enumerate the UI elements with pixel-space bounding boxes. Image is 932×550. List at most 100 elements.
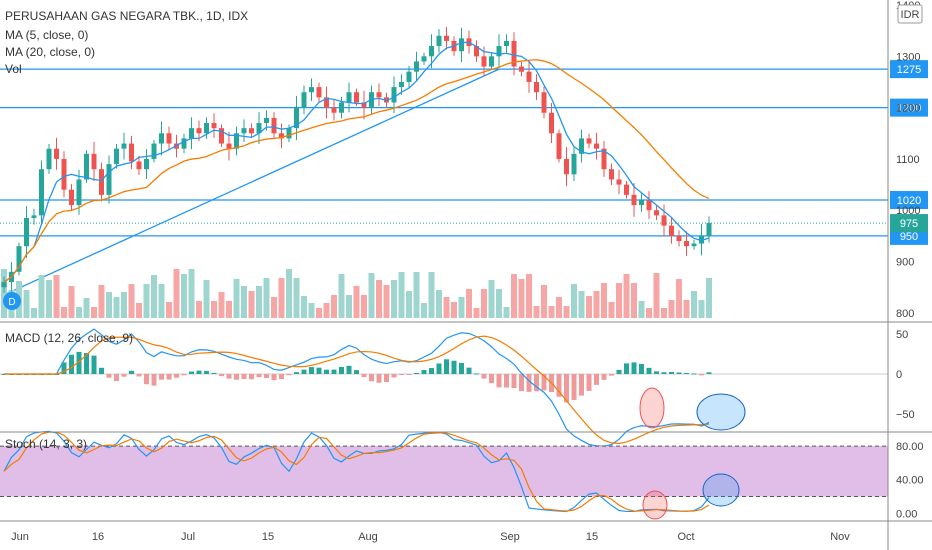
volume-bar xyxy=(421,303,427,318)
candle-body xyxy=(39,169,44,216)
volume-bar xyxy=(496,289,502,318)
date-tick-label: Nov xyxy=(830,531,850,543)
macd-histogram-bar xyxy=(571,374,577,400)
macd-histogram-bar xyxy=(654,371,659,374)
volume-bar xyxy=(158,284,165,318)
candle-body xyxy=(631,194,637,206)
macd-histogram-bar xyxy=(421,370,427,374)
candle-body xyxy=(114,148,119,165)
date-tick-label: 16 xyxy=(92,531,104,543)
macd-histogram-bar xyxy=(384,374,389,383)
macd-histogram-bar xyxy=(181,374,187,376)
candle-body xyxy=(16,246,22,272)
ma20-line xyxy=(3,59,710,283)
date-tick-label: Sep xyxy=(500,531,520,543)
candle-body xyxy=(706,223,712,236)
dividend-marker[interactable] xyxy=(3,292,21,310)
macd-histogram-bar xyxy=(474,373,479,375)
volume-bar xyxy=(623,274,630,318)
macd-histogram-bar xyxy=(646,367,652,374)
candle-body xyxy=(496,46,502,57)
macd-histogram-bar xyxy=(594,374,599,385)
macd-histogram-bar xyxy=(331,369,337,374)
macd-histogram-bar xyxy=(504,374,509,388)
volume-bar xyxy=(691,291,697,318)
level-badge-label: 1275 xyxy=(897,64,921,76)
candle-body xyxy=(159,133,164,144)
candle-body xyxy=(354,92,359,103)
level-badge xyxy=(890,98,928,117)
candle-body xyxy=(376,92,382,98)
macd-label: MACD (12, 26, close, 9) xyxy=(5,331,133,345)
candle-body xyxy=(601,148,607,170)
candle-body xyxy=(69,189,74,206)
macd-histogram-bar xyxy=(466,367,472,374)
candle-body xyxy=(286,128,292,139)
macd-histogram-bar xyxy=(616,369,622,374)
macd-histogram-bar xyxy=(361,374,367,378)
macd-histogram-bar xyxy=(429,368,434,374)
macd-histogram-bar xyxy=(144,374,149,385)
volume-bar xyxy=(323,303,330,318)
volume-bar xyxy=(278,278,285,318)
volume-bar xyxy=(46,280,52,318)
candle-body xyxy=(294,107,299,129)
price-tick-label: 900 xyxy=(896,257,914,269)
volume-bar xyxy=(188,269,195,318)
candle-body xyxy=(226,143,232,149)
macd-histogram-bar xyxy=(324,369,329,374)
macd-histogram-bar xyxy=(601,374,607,380)
macd-histogram-bar xyxy=(444,359,449,374)
volume-bar xyxy=(488,280,495,318)
volume-bar xyxy=(151,275,157,318)
volume-bar xyxy=(601,283,607,318)
volume-bar xyxy=(571,284,577,318)
candle-body xyxy=(406,71,412,82)
volume-bar xyxy=(586,296,592,318)
volume-bar xyxy=(143,284,150,318)
stoch-annotation-circle xyxy=(642,490,668,520)
macd-histogram-bar xyxy=(301,369,307,374)
candle-body xyxy=(151,143,157,159)
macd-histogram-bar xyxy=(391,374,397,378)
volume-bar xyxy=(661,308,667,318)
candle-body xyxy=(481,56,487,67)
candle-body xyxy=(129,143,134,162)
volume-bar xyxy=(173,269,180,318)
macd-histogram-bar xyxy=(166,374,172,380)
macd-histogram-bar xyxy=(106,374,112,378)
macd-histogram-bar xyxy=(496,374,502,388)
macd-histogram-bar xyxy=(676,372,682,374)
candle-body xyxy=(564,158,569,175)
macd-histogram-bar xyxy=(399,374,404,375)
stoch-k-line xyxy=(3,430,710,513)
candle-body xyxy=(279,133,284,139)
volume-bar xyxy=(428,272,435,318)
last-price-label: 975 xyxy=(900,218,918,230)
candle-body xyxy=(609,169,614,180)
macd-histogram-bar xyxy=(451,360,457,374)
volume-bar xyxy=(683,300,690,318)
candle-body xyxy=(241,128,247,134)
candle-body xyxy=(646,199,652,211)
ma20-label: MA (20, close, 0) xyxy=(5,45,95,59)
volume-bar xyxy=(706,278,712,318)
volume-bar xyxy=(616,283,622,318)
volume-bar xyxy=(1,269,7,318)
candle-body xyxy=(691,243,697,247)
volume-bar xyxy=(61,307,67,318)
volume-bar xyxy=(391,280,397,318)
volume-bar xyxy=(136,303,142,318)
trendline[interactable] xyxy=(3,68,500,296)
volume-bar xyxy=(121,292,127,318)
macd-histogram-bar xyxy=(61,362,67,374)
candle-body xyxy=(249,128,254,134)
stoch-label: Stoch (14, 3, 3) xyxy=(5,437,87,451)
volume-bar xyxy=(226,301,232,318)
volume-bar xyxy=(98,285,105,318)
candle-body xyxy=(144,158,149,170)
volume-bar xyxy=(263,278,270,318)
volume-bar xyxy=(68,286,75,318)
macd-histogram-bar xyxy=(241,374,247,380)
candle-body xyxy=(99,169,104,195)
